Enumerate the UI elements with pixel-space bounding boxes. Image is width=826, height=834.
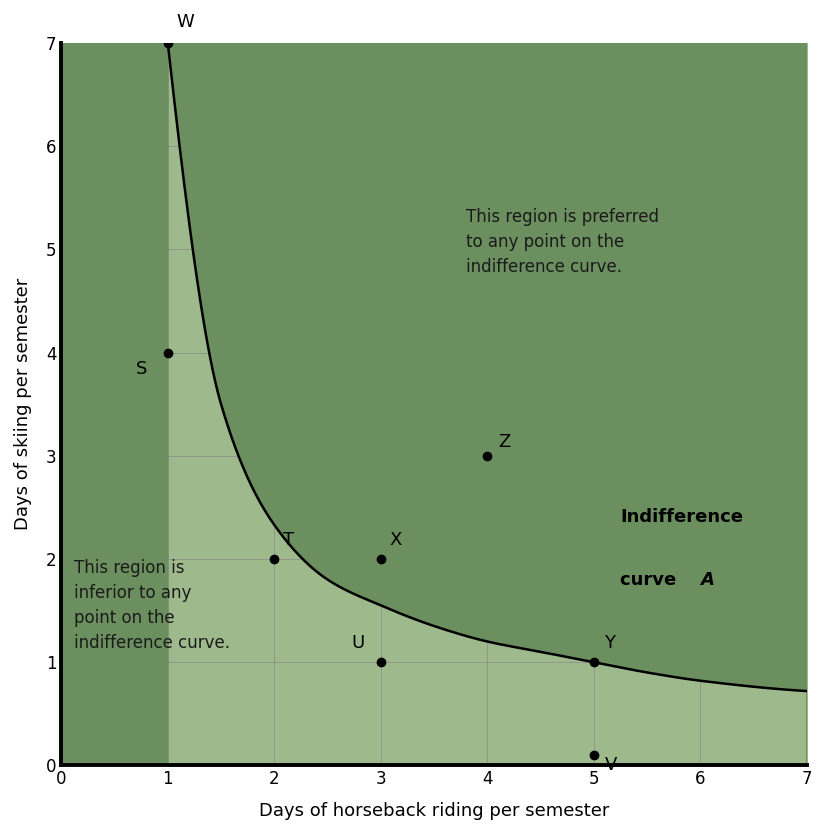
Text: Z: Z	[498, 433, 510, 450]
Text: Indifference: Indifference	[620, 508, 743, 526]
X-axis label: Days of horseback riding per semester: Days of horseback riding per semester	[259, 802, 610, 820]
Text: W: W	[176, 13, 194, 31]
Text: This region is preferred
to any point on the
indifference curve.: This region is preferred to any point on…	[466, 208, 659, 276]
Text: This region is
inferior to any
point on the
indifference curve.: This region is inferior to any point on …	[74, 559, 230, 652]
Text: U: U	[351, 634, 364, 652]
Text: V: V	[605, 756, 617, 774]
Text: curve: curve	[620, 571, 683, 590]
Text: S: S	[135, 360, 147, 379]
Text: Y: Y	[605, 634, 615, 652]
Text: T: T	[282, 530, 294, 549]
Text: X: X	[389, 530, 401, 549]
Polygon shape	[61, 43, 807, 766]
Text: A: A	[700, 571, 714, 590]
Y-axis label: Days of skiing per semester: Days of skiing per semester	[14, 278, 32, 530]
